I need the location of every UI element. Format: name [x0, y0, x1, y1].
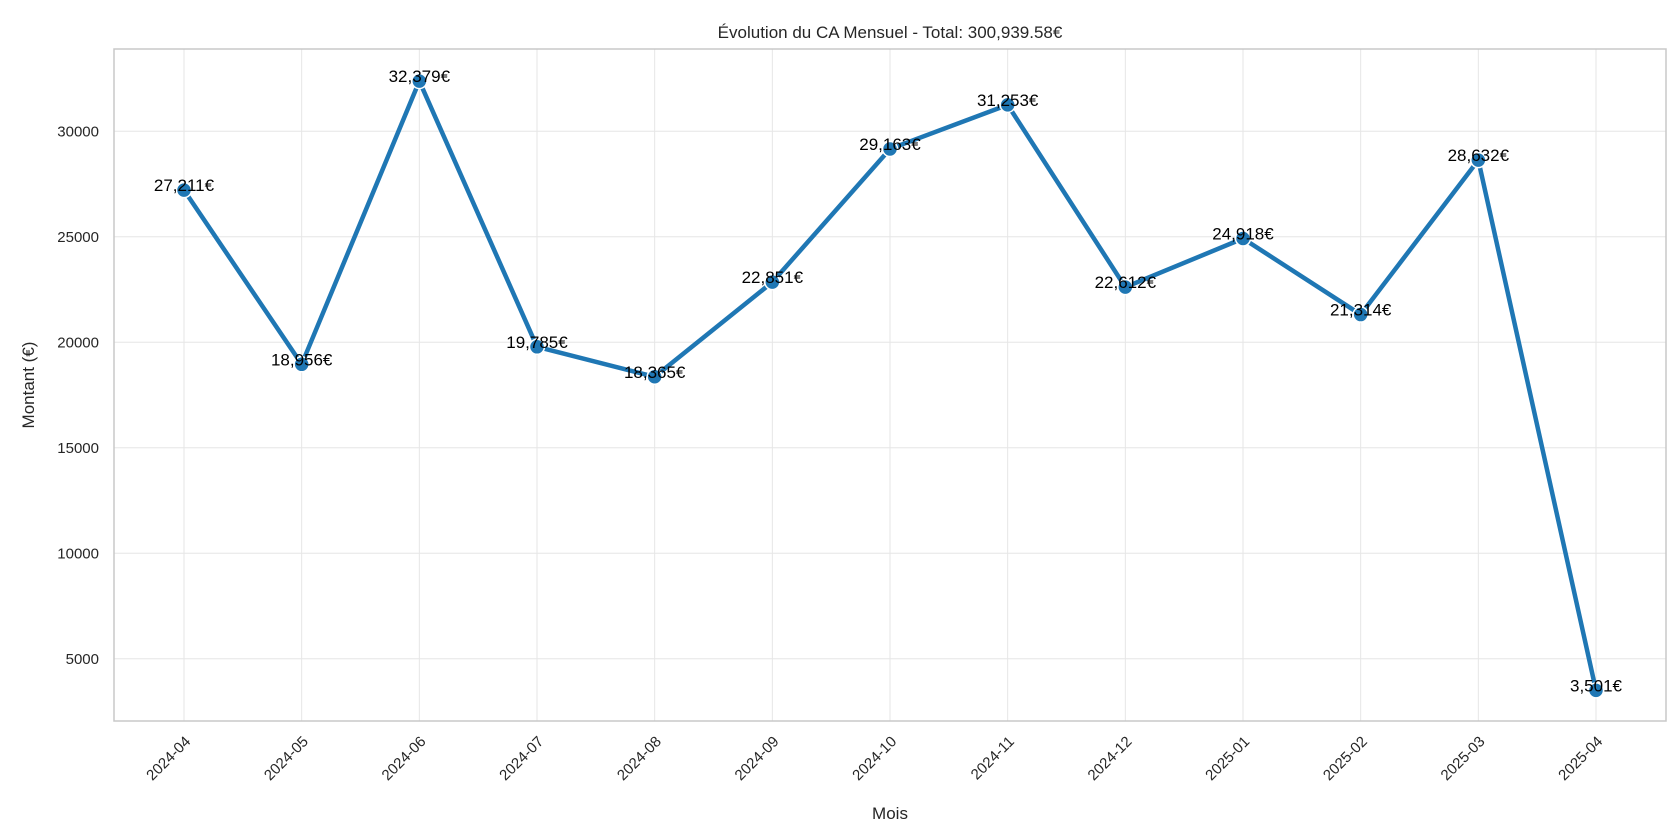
data-label: 18,365€	[624, 363, 686, 382]
y-tick-label: 30000	[57, 123, 99, 140]
data-point	[881, 140, 899, 158]
data-label: 22,612€	[1095, 273, 1157, 292]
x-tick-label: 2024-05	[261, 733, 312, 784]
data-label: 18,956€	[271, 350, 333, 369]
x-tick-label: 2024-04	[143, 733, 194, 784]
data-point	[999, 96, 1016, 114]
data-label: 3,501€	[1570, 676, 1623, 695]
data-point	[1117, 278, 1134, 296]
y-tick-label: 15000	[57, 440, 99, 457]
chart-title: Évolution du CA Mensuel - Total: 300,939…	[718, 23, 1063, 42]
x-tick-label: 2024-07	[496, 733, 547, 784]
data-label: 27,211€	[154, 176, 215, 195]
data-point	[1234, 230, 1252, 247]
x-tick-label: 2025-04	[1555, 733, 1606, 784]
data-point	[293, 356, 310, 373]
x-tick-label: 2024-09	[732, 733, 783, 784]
x-tick-label: 2024-10	[849, 733, 900, 784]
data-label: 31,253€	[977, 91, 1039, 110]
data-point	[764, 273, 781, 291]
x-tick-label: 2025-02	[1320, 733, 1371, 784]
x-tick-label: 2024-12	[1085, 733, 1136, 784]
x-axis-label: Mois	[872, 804, 908, 823]
data-label: 24,918€	[1212, 225, 1274, 244]
data-point	[411, 72, 428, 90]
y-tick-label: 5000	[66, 651, 99, 668]
data-point	[528, 338, 546, 356]
y-axis-label: Montant (€)	[19, 342, 38, 429]
data-label: 22,851€	[742, 268, 804, 287]
plot-frame	[113, 48, 1667, 722]
data-label: 29,163€	[859, 135, 921, 154]
data-point	[175, 181, 193, 199]
data-point	[646, 368, 663, 386]
y-tick-label: 20000	[57, 334, 99, 351]
data-label: 19,785€	[506, 333, 568, 352]
data-point	[1587, 682, 1605, 699]
data-labels: 27,211€ 18,956€ 32,379€ 19,785€ 18,365€ 22,85…	[154, 67, 1623, 695]
x-tick-label: 2025-03	[1438, 733, 1489, 784]
data-label: 28,632€	[1448, 146, 1510, 165]
x-axis-ticks: 2024-04 2024-05 2024-06 2024-07 2024-08 2024-…	[143, 733, 1606, 784]
x-tick-label: 2024-06	[379, 733, 430, 784]
data-label: 32,379€	[389, 67, 451, 86]
data-point	[1470, 151, 1487, 169]
y-tick-label: 10000	[57, 545, 99, 562]
data-point	[1352, 306, 1369, 323]
data-label: 21,314€	[1330, 301, 1392, 320]
y-axis-ticks: 5000 10000 15000 20000 25000 30000	[57, 123, 99, 667]
y-tick-label: 25000	[57, 229, 99, 246]
series-revenue	[175, 72, 1605, 699]
x-tick-label: 2024-11	[968, 733, 1018, 783]
x-tick-label: 2025-01	[1202, 733, 1253, 784]
x-tick-label: 2024-08	[614, 733, 665, 784]
grid	[114, 49, 1666, 721]
